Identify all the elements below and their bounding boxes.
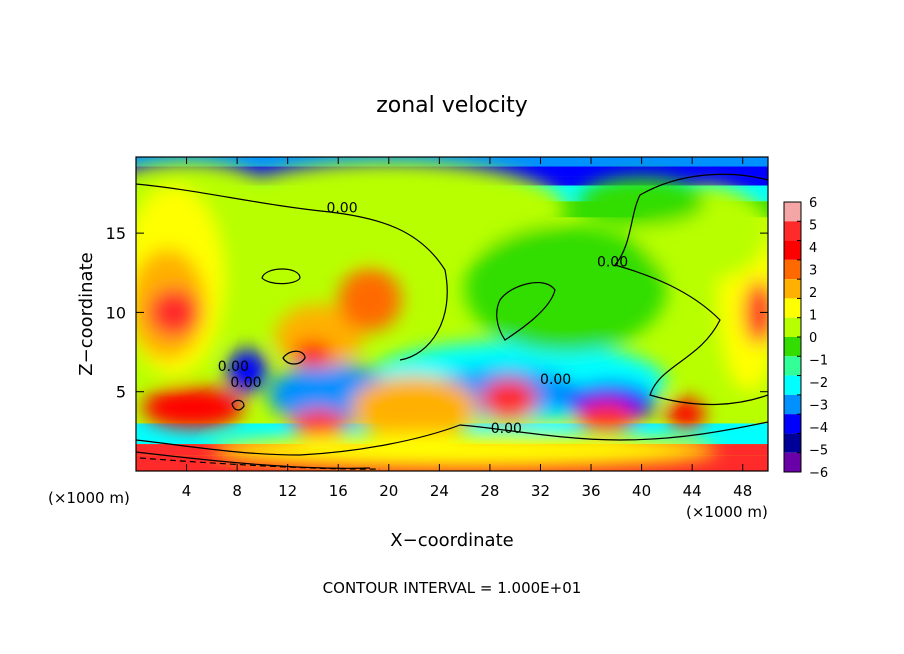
colorbar-swatch — [784, 317, 801, 337]
x-unit-label-left: (×1000 m) — [48, 489, 130, 507]
colorbar-swatch — [784, 452, 801, 472]
field-blob — [142, 386, 244, 429]
field-blob — [148, 288, 200, 337]
colorbar-label: −6 — [809, 466, 828, 481]
zero-contour-line — [282, 350, 306, 365]
colorbar-label: 3 — [809, 264, 817, 279]
zero-contour-line — [261, 268, 301, 285]
x-tick-label: 24 — [430, 482, 449, 500]
colorbar-swatch — [784, 433, 801, 453]
colorbar-label: −2 — [809, 376, 828, 391]
colorbar-swatch — [784, 240, 801, 260]
field-blob — [292, 340, 334, 367]
field-blob — [464, 225, 667, 353]
colorbar-label: −3 — [809, 399, 828, 414]
top-band — [136, 157, 768, 167]
x-tick-label: 36 — [581, 482, 600, 500]
contour-interval-note: CONTOUR INTERVAL = 1.000E+01 — [323, 579, 582, 597]
zero-contour-line — [231, 399, 245, 411]
y-tick-label: 5 — [116, 383, 126, 402]
colorbar-label: −1 — [809, 354, 828, 369]
colorbar-swatch — [784, 259, 801, 280]
zero-contour-line — [496, 281, 556, 341]
field-blob — [578, 177, 705, 226]
zero-contour-line — [136, 421, 768, 456]
contour-lines — [136, 173, 768, 470]
colorbar-swatch — [784, 221, 801, 241]
zero-contour-line — [136, 183, 448, 361]
x-tick-label: 20 — [379, 482, 398, 500]
x-tick-label: 4 — [182, 482, 192, 500]
x-tick-label: 8 — [232, 482, 242, 500]
y-tick-label: 15 — [106, 224, 126, 243]
x-tick-label: 44 — [683, 482, 702, 500]
contour-label: 0.00 — [597, 254, 628, 270]
field-blob — [666, 398, 705, 430]
negative-contour-line — [139, 457, 381, 470]
field-blob — [227, 348, 268, 394]
x-tick-label: 32 — [531, 482, 550, 500]
contour-labels: 0.000.000.000.000.000.00 — [218, 201, 628, 437]
field-blob — [481, 379, 537, 421]
colorbar-label: 5 — [809, 219, 817, 234]
y-axis-label: Z−coordinate — [76, 252, 97, 375]
contour-label: 0.00 — [230, 375, 261, 391]
colorbar-swatch — [784, 414, 801, 434]
colorbar-label: 4 — [809, 241, 817, 256]
zero-contour-line — [613, 173, 768, 406]
x-unit-label-right: (×1000 m) — [686, 503, 768, 521]
colorbar-swatch — [784, 298, 801, 318]
colorbar-swatch — [784, 202, 801, 222]
colorbar-label: −4 — [809, 421, 828, 436]
colorbar-swatch — [784, 394, 801, 415]
x-tick-label: 12 — [278, 482, 297, 500]
colorbar-swatch — [784, 337, 801, 357]
field-blob — [338, 268, 402, 332]
field-blob — [577, 401, 636, 433]
y-axis-ticks: 5 10 15 — [106, 224, 768, 402]
colorbar-label: −5 — [809, 444, 828, 459]
contour-label: 0.00 — [326, 201, 357, 217]
colorbar-label: 2 — [809, 286, 817, 301]
field-blob — [291, 409, 348, 438]
plot-frame — [135, 156, 769, 472]
colorbar-label: 6 — [809, 196, 817, 211]
field-blob — [743, 280, 768, 345]
x-axis-label: X−coordinate — [390, 530, 513, 551]
colorbar: 6 5 4 3 2 1 0 −1 −2 −3 −4 −5 −6 — [783, 196, 828, 481]
field-blob — [211, 432, 718, 468]
y-tick-label: 10 — [106, 303, 126, 322]
contour-label: 0.00 — [540, 372, 571, 388]
colorbar-label: 0 — [809, 331, 817, 346]
plot-area: 0.000.000.000.000.000.00 4 8 12 16 20 24 28 32 3… — [106, 156, 769, 500]
x-tick-label: 40 — [632, 482, 651, 500]
field-blob — [211, 161, 566, 257]
colorbar-swatch — [784, 375, 801, 395]
field-blobs — [136, 161, 768, 468]
field-blob — [350, 375, 478, 440]
chart-title: zonal velocity — [376, 93, 528, 118]
colorbar-label: 1 — [809, 309, 817, 324]
x-tick-label: 28 — [480, 482, 499, 500]
x-tick-label: 16 — [329, 482, 348, 500]
colorbar-swatch — [784, 356, 801, 376]
colorbar-swatch — [784, 279, 801, 299]
x-tick-label: 48 — [733, 482, 752, 500]
contour-label: 0.00 — [218, 359, 249, 375]
x-axis-ticks: 4 8 12 16 20 24 28 32 36 40 44 48 — [182, 157, 752, 500]
contour-label: 0.00 — [491, 421, 522, 437]
